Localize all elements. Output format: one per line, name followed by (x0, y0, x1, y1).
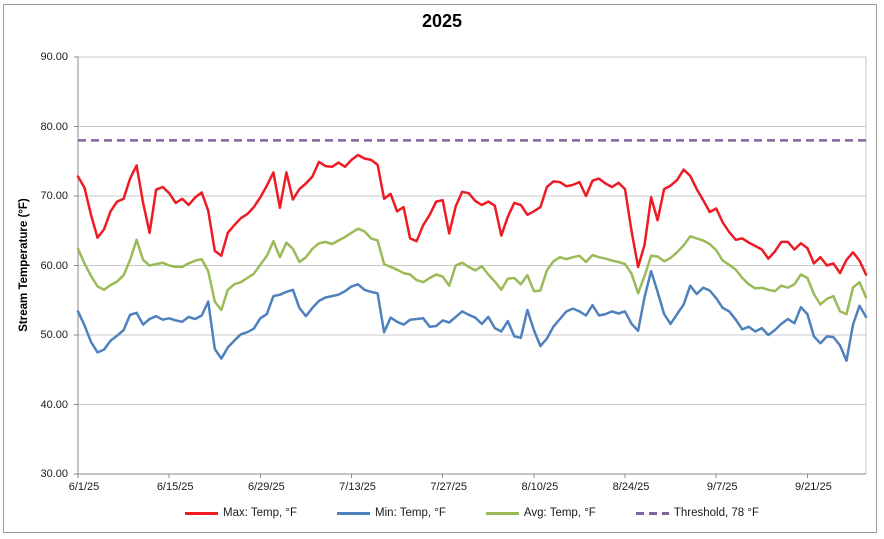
legend-item-threshold: Threshold, 78 °F (635, 507, 759, 519)
x-tick-label: 8/10/25 (521, 481, 559, 493)
legend-item-min: Min: Temp, °F (337, 507, 446, 519)
x-tick-label: 6/15/25 (156, 481, 194, 493)
legend-label-threshold: Threshold, 78 °F (673, 507, 759, 519)
y-tick-label: 50.00 (40, 329, 68, 341)
chart-frame-border (3, 4, 877, 533)
x-tick-label: 7/27/25 (430, 481, 468, 493)
x-tick-label: 6/29/25 (247, 481, 285, 493)
max-line-swatch (185, 511, 218, 515)
x-tick-label: 7/13/25 (339, 481, 376, 493)
chart-title: 2025 (421, 11, 463, 31)
legend-label-avg: Avg: Temp, °F (523, 507, 596, 519)
y-tick-label: 30.00 (40, 468, 68, 480)
y-tick-label: 90.00 (40, 51, 68, 63)
y-tick-label: 70.00 (40, 190, 68, 202)
y-tick-label: 40.00 (40, 398, 68, 411)
legend-label-max: Max: Temp, °F (223, 507, 298, 519)
y-tick-label: 80.00 (40, 120, 68, 133)
avg-line-swatch (485, 511, 519, 515)
legend: Max: Temp, °F Min: Temp, °F Avg: Temp, °… (78, 507, 866, 519)
x-tick-label: 9/21/25 (795, 481, 832, 493)
legend-item-avg: Avg: Temp, °F (485, 507, 596, 519)
legend-label-min: Min: Temp, °F (375, 507, 446, 519)
y-tick-label: 60.00 (40, 259, 68, 272)
x-tick-label: 8/24/25 (612, 481, 650, 493)
x-tick-label: 9/7/25 (706, 481, 738, 493)
threshold-line-swatch (635, 511, 669, 515)
legend-item-max: Max: Temp, °F (185, 507, 297, 519)
min-line-swatch (337, 511, 371, 515)
x-tick-label: 6/1/25 (68, 481, 100, 493)
